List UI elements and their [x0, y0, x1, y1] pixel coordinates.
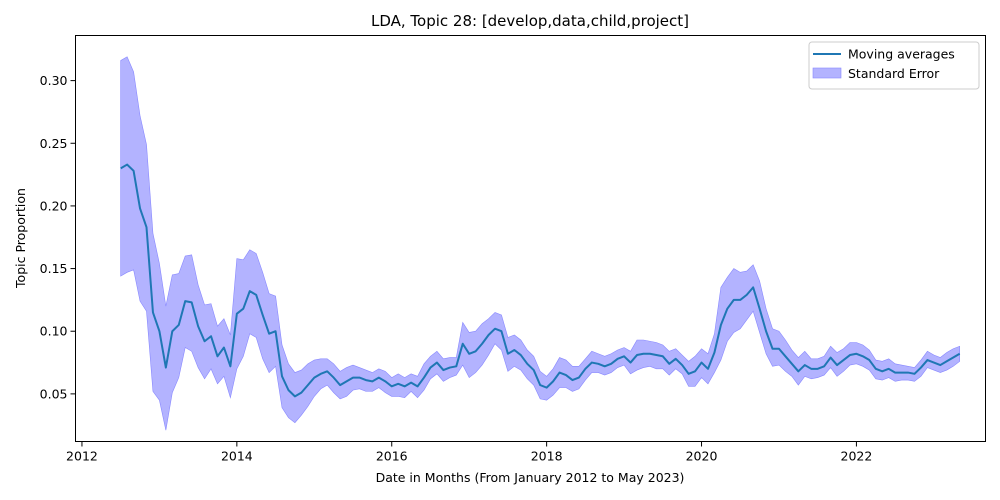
x-axis-label: Date in Months (From January 2012 to May… — [376, 470, 685, 485]
y-tick-label: 0.05 — [40, 386, 68, 401]
x-tick-label: 2020 — [686, 449, 718, 464]
legend: Moving averages Standard Error — [808, 41, 980, 90]
x-tick-label: 2014 — [221, 449, 253, 464]
chart-title: LDA, Topic 28: [develop,data,child,proje… — [371, 12, 689, 30]
x-tick-label: 2012 — [66, 449, 98, 464]
y-tick-label: 0.30 — [40, 73, 68, 88]
y-tick-label: 0.15 — [40, 261, 68, 276]
legend-label-standard-error: Standard Error — [848, 66, 940, 81]
y-tick-label: 0.10 — [40, 324, 68, 339]
x-tick-label: 2022 — [841, 449, 873, 464]
standard-error-band-layer — [120, 56, 960, 431]
x-tick-label: 2018 — [531, 449, 563, 464]
legend-label-moving-averages: Moving averages — [848, 47, 955, 62]
plot-frame — [75, 35, 986, 442]
y-tick-label: 0.25 — [40, 136, 68, 151]
moving-average-line-layer — [120, 163, 961, 398]
legend-box — [808, 41, 980, 90]
y-axis-label: Topic Proportion — [13, 188, 28, 289]
standard-error-band — [120, 56, 960, 431]
y-tick-label: 0.20 — [40, 198, 68, 213]
x-axis: 2012 2014 2016 2018 2020 2022 — [66, 441, 873, 464]
x-tick-label: 2016 — [376, 449, 408, 464]
moving-average-line — [120, 163, 961, 398]
legend-band-swatch — [812, 67, 842, 79]
y-axis: 0.05 0.10 0.15 0.20 0.25 0.30 — [40, 73, 76, 401]
